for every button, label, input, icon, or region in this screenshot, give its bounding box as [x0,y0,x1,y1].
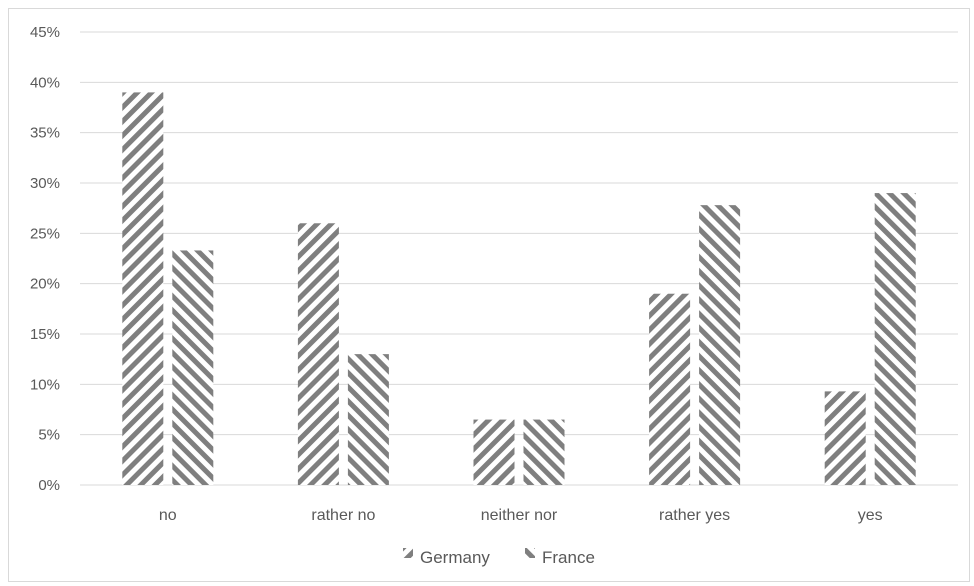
x-category-label: rather no [311,507,375,524]
bar-france-rather-no [347,354,389,485]
bar-germany-rather-yes [649,293,691,485]
bar-france-no [172,250,214,485]
legend-label-france: France [542,548,595,567]
x-axis-categories: no rather no neither nor rather yes yes [159,507,883,524]
gridlines [80,31,958,486]
legend-label-germany: Germany [420,548,490,567]
bar-france-yes [874,193,916,486]
legend-swatch-germany [403,548,413,558]
y-tick-label: 40% [30,74,60,91]
y-axis-ticks: 0% 5% 10% 15% 20% 25% 30% 35% 40% 45% [30,24,60,494]
y-tick-label: 0% [38,477,60,494]
bar-france-rather-yes [699,205,741,485]
y-tick-label: 10% [30,376,60,393]
legend-swatch-france [525,548,535,558]
bars [122,92,916,486]
legend: Germany France [403,548,595,567]
y-tick-label: 5% [38,427,60,444]
bar-germany-no [122,92,164,486]
x-category-label: neither nor [481,507,558,524]
bar-germany-rather-no [297,223,339,485]
bar-germany-neither-nor [473,419,515,485]
y-tick-label: 45% [30,24,60,41]
x-category-label: rather yes [659,507,730,524]
x-category-label: no [159,507,177,524]
bar-france-neither-nor [523,419,565,485]
chart-frame [8,8,970,582]
y-tick-label: 25% [30,225,60,242]
y-tick-label: 30% [30,175,60,192]
x-category-label: yes [858,507,883,524]
y-tick-label: 15% [30,326,60,343]
y-tick-label: 20% [30,276,60,293]
bar-germany-yes [824,391,866,485]
y-tick-label: 35% [30,125,60,142]
